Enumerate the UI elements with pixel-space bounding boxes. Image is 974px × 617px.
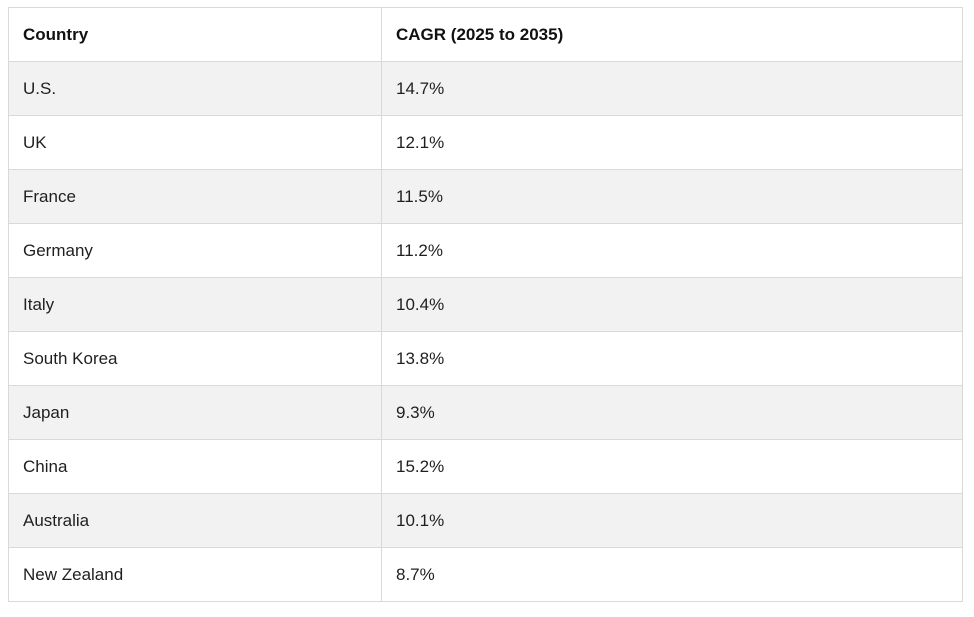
cagr-cell: 10.4% <box>381 277 963 332</box>
table-row: China 15.2% <box>8 439 963 494</box>
table-row: UK 12.1% <box>8 115 963 170</box>
table-row: South Korea 13.8% <box>8 331 963 386</box>
cagr-table-container: Country CAGR (2025 to 2035) U.S. 14.7% U… <box>8 7 963 602</box>
table-row: U.S. 14.7% <box>8 61 963 116</box>
table-header-row: Country CAGR (2025 to 2035) <box>8 7 963 62</box>
header-country: Country <box>8 7 382 62</box>
cagr-table: Country CAGR (2025 to 2035) U.S. 14.7% U… <box>8 7 963 602</box>
country-cell: France <box>8 169 382 224</box>
cagr-cell: 14.7% <box>381 61 963 116</box>
country-cell: U.S. <box>8 61 382 116</box>
header-cagr: CAGR (2025 to 2035) <box>381 7 963 62</box>
table-row: Italy 10.4% <box>8 277 963 332</box>
country-cell: Italy <box>8 277 382 332</box>
country-cell: UK <box>8 115 382 170</box>
table-row: New Zealand 8.7% <box>8 547 963 602</box>
cagr-cell: 11.2% <box>381 223 963 278</box>
cagr-cell: 10.1% <box>381 493 963 548</box>
table-row: Australia 10.1% <box>8 493 963 548</box>
cagr-cell: 8.7% <box>381 547 963 602</box>
cagr-cell: 11.5% <box>381 169 963 224</box>
cagr-cell: 13.8% <box>381 331 963 386</box>
country-cell: New Zealand <box>8 547 382 602</box>
country-cell: China <box>8 439 382 494</box>
cagr-cell: 15.2% <box>381 439 963 494</box>
table-row: Japan 9.3% <box>8 385 963 440</box>
cagr-cell: 9.3% <box>381 385 963 440</box>
table-row: Germany 11.2% <box>8 223 963 278</box>
table-row: France 11.5% <box>8 169 963 224</box>
cagr-cell: 12.1% <box>381 115 963 170</box>
country-cell: South Korea <box>8 331 382 386</box>
country-cell: Germany <box>8 223 382 278</box>
country-cell: Australia <box>8 493 382 548</box>
country-cell: Japan <box>8 385 382 440</box>
